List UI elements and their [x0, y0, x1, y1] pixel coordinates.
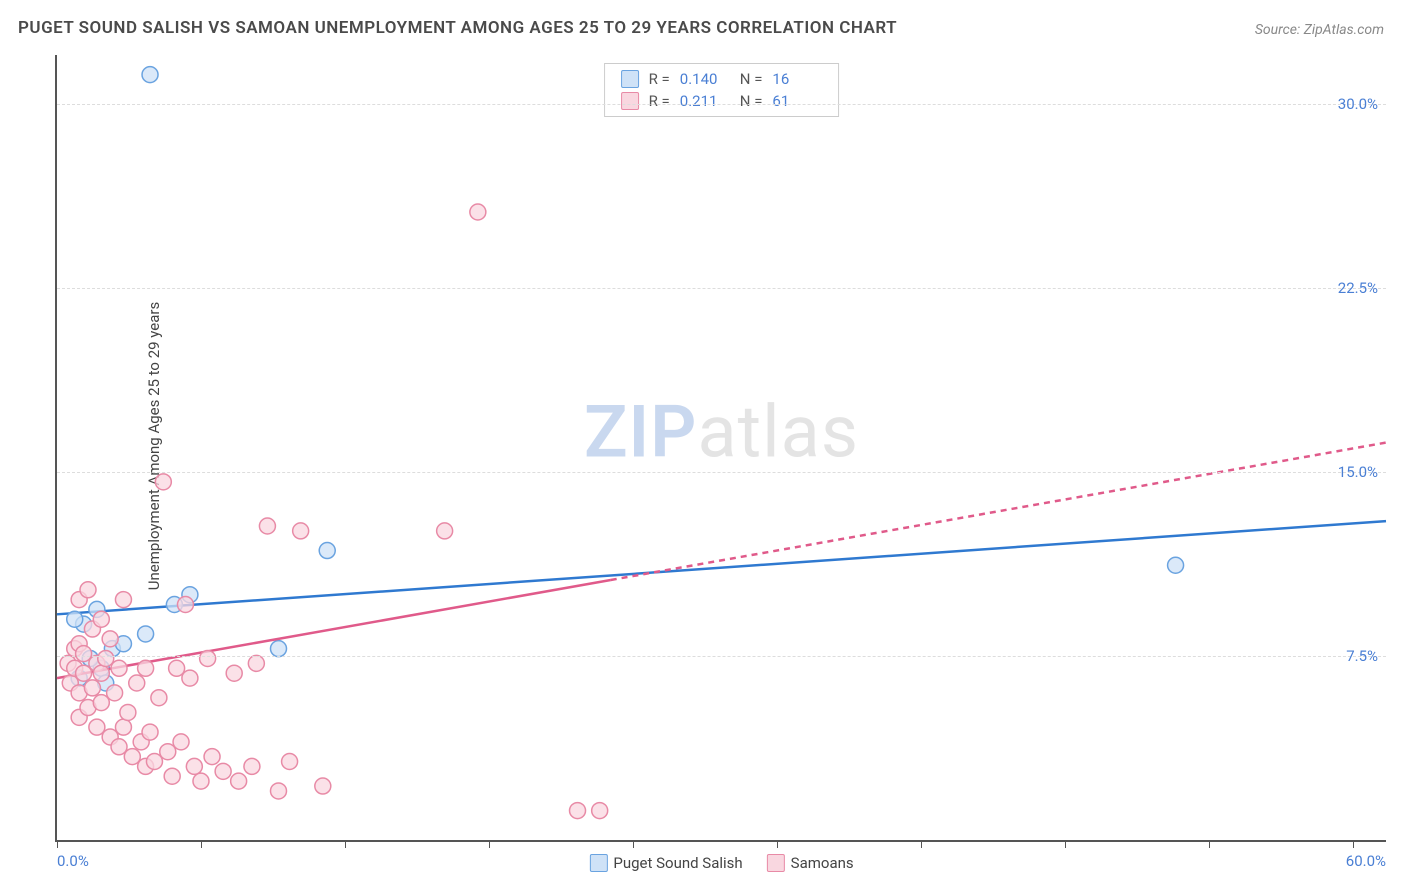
data-point — [570, 803, 586, 819]
data-point — [155, 474, 171, 490]
data-point — [89, 719, 105, 735]
x-tick — [1065, 840, 1066, 848]
source-attribution: Source: ZipAtlas.com — [1255, 22, 1384, 38]
data-point — [93, 611, 109, 627]
data-point — [470, 204, 486, 220]
x-tick — [57, 840, 58, 848]
legend-r-label: R = — [649, 70, 670, 88]
legend-swatch — [621, 92, 639, 110]
plot-area: ZIPatlas R =0.140N =16R =0.211N =61 0.0%… — [55, 55, 1386, 842]
y-tick-label: 15.0% — [1338, 463, 1378, 481]
data-point — [120, 704, 136, 720]
data-point — [142, 724, 158, 740]
x-axis-min-label: 0.0% — [57, 852, 89, 870]
data-point — [146, 754, 162, 770]
chart-title: PUGET SOUND SALISH VS SAMOAN UNEMPLOYMEN… — [18, 18, 897, 38]
legend-n-label: N = — [740, 70, 763, 88]
data-point — [67, 611, 83, 627]
gridline — [57, 288, 1386, 289]
data-point — [93, 695, 109, 711]
x-tick — [345, 840, 346, 848]
data-point — [200, 650, 216, 666]
data-point — [80, 582, 96, 598]
data-point — [437, 523, 453, 539]
legend-row: R = 0.140 N = 16 — [621, 70, 823, 88]
legend-n-label: N = — [740, 92, 763, 110]
chart-svg — [57, 55, 1386, 840]
x-tick — [201, 840, 202, 848]
correlation-legend: R = 0.140 N = 16 R = 0.211 N = 61 — [604, 63, 840, 117]
legend-r-value: 0.211 — [680, 92, 730, 110]
data-point — [173, 734, 189, 750]
y-tick-label: 30.0% — [1338, 95, 1378, 113]
data-point — [186, 758, 202, 774]
data-point — [182, 670, 198, 686]
data-point — [151, 690, 167, 706]
legend-label: Samoans — [791, 854, 854, 872]
series-legend: Puget Sound Salish Samoans — [589, 854, 853, 872]
data-point — [259, 518, 275, 534]
data-point — [111, 739, 127, 755]
trend-line — [57, 521, 1386, 614]
data-point — [293, 523, 309, 539]
data-point — [231, 773, 247, 789]
data-point — [76, 665, 92, 681]
data-point — [282, 754, 298, 770]
data-point — [93, 665, 109, 681]
data-point — [244, 758, 260, 774]
data-point — [111, 660, 127, 676]
legend-n-value: 16 — [772, 70, 822, 88]
data-point — [98, 650, 114, 666]
data-point — [138, 626, 154, 642]
legend-item: Samoans — [767, 854, 854, 872]
gridline — [57, 104, 1386, 105]
data-point — [115, 719, 131, 735]
data-point — [76, 646, 92, 662]
data-point — [164, 768, 180, 784]
legend-r-label: R = — [649, 92, 670, 110]
gridline — [57, 656, 1386, 657]
x-tick — [1209, 840, 1210, 848]
data-point — [84, 680, 100, 696]
data-point — [177, 597, 193, 613]
data-point — [271, 641, 287, 657]
legend-item: Puget Sound Salish — [589, 854, 742, 872]
legend-row: R = 0.211 N = 61 — [621, 92, 823, 110]
data-point — [102, 631, 118, 647]
x-axis-max-label: 60.0% — [1346, 852, 1386, 870]
legend-swatch — [589, 854, 607, 872]
legend-n-value: 61 — [772, 92, 822, 110]
data-point — [1168, 557, 1184, 573]
trend-line — [611, 443, 1386, 580]
y-tick-label: 7.5% — [1346, 647, 1378, 665]
y-tick-label: 22.5% — [1338, 279, 1378, 297]
data-point — [319, 543, 335, 559]
legend-r-value: 0.140 — [680, 70, 730, 88]
x-tick — [921, 840, 922, 848]
legend-swatch — [621, 70, 639, 88]
data-point — [142, 67, 158, 83]
data-point — [160, 744, 176, 760]
data-point — [169, 660, 185, 676]
data-point — [138, 660, 154, 676]
data-point — [129, 675, 145, 691]
data-point — [315, 778, 331, 794]
data-point — [248, 655, 264, 671]
data-point — [592, 803, 608, 819]
data-point — [124, 749, 140, 765]
x-tick — [1353, 840, 1354, 848]
gridline — [57, 472, 1386, 473]
data-point — [226, 665, 242, 681]
data-point — [215, 763, 231, 779]
data-point — [107, 685, 123, 701]
x-tick — [777, 840, 778, 848]
x-tick — [633, 840, 634, 848]
data-point — [204, 749, 220, 765]
data-point — [115, 592, 131, 608]
x-tick — [489, 840, 490, 848]
legend-label: Puget Sound Salish — [613, 854, 742, 872]
data-point — [271, 783, 287, 799]
data-point — [193, 773, 209, 789]
legend-swatch — [767, 854, 785, 872]
